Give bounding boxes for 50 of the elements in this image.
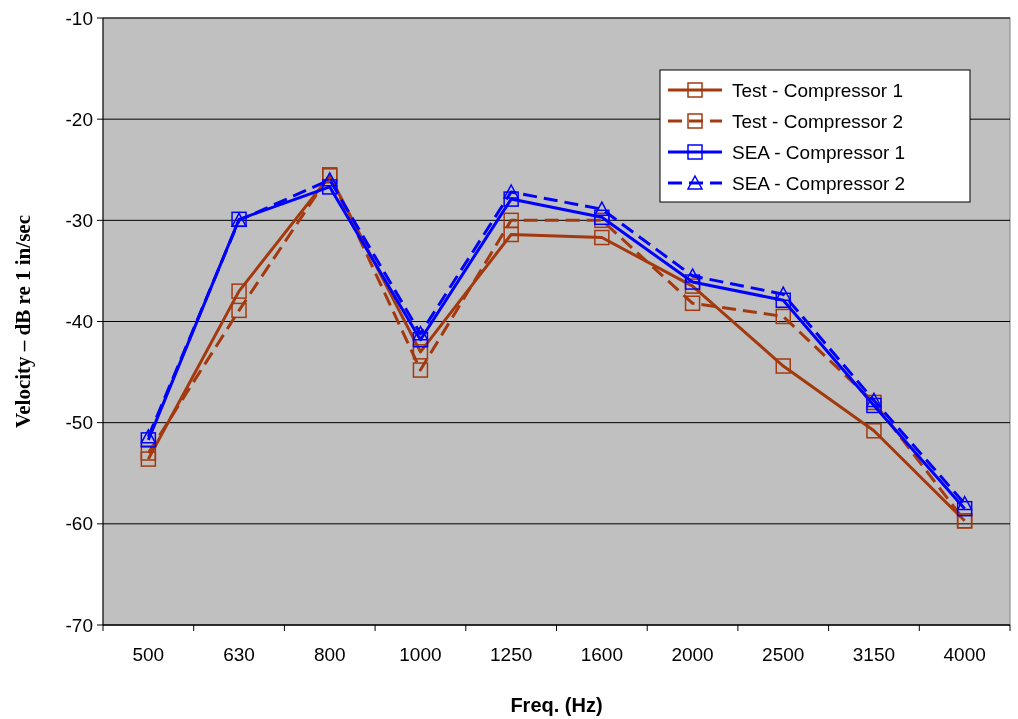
y-tick-label: -30 bbox=[65, 209, 93, 231]
point bbox=[503, 212, 519, 229]
legend-label: SEA - Compressor 1 bbox=[732, 141, 906, 163]
x-tick-label: 2000 bbox=[671, 644, 714, 665]
point bbox=[140, 445, 157, 461]
x-tick-label: 1600 bbox=[580, 644, 623, 665]
point bbox=[684, 268, 701, 283]
y-tick-label: -70 bbox=[65, 614, 93, 636]
point bbox=[503, 226, 519, 243]
legend-label: Test - Compressor 1 bbox=[732, 79, 904, 101]
x-tick-label: 1250 bbox=[490, 644, 533, 665]
point bbox=[866, 423, 882, 439]
point bbox=[412, 344, 429, 360]
y-tick-label: -60 bbox=[65, 513, 93, 535]
point bbox=[140, 451, 157, 467]
point bbox=[412, 362, 429, 378]
x-axis-title: Freq. (Hz) bbox=[510, 694, 603, 716]
point bbox=[322, 179, 338, 195]
point bbox=[956, 500, 973, 517]
y-tick-label: -50 bbox=[65, 412, 93, 434]
point bbox=[140, 429, 157, 444]
point bbox=[412, 325, 429, 341]
point bbox=[684, 274, 701, 290]
point bbox=[231, 283, 247, 299]
y-tick-label: -20 bbox=[65, 108, 93, 130]
x-tick-label: 500 bbox=[132, 644, 165, 665]
legend-label: SEA - Compressor 2 bbox=[732, 172, 906, 194]
point bbox=[594, 229, 610, 246]
x-tick-label: 2500 bbox=[762, 644, 805, 665]
point bbox=[322, 172, 338, 187]
x-tick-label: 3150 bbox=[852, 644, 896, 665]
point bbox=[412, 331, 429, 348]
point bbox=[503, 184, 519, 199]
point bbox=[140, 432, 157, 448]
point bbox=[775, 308, 791, 325]
x-tick-label: 630 bbox=[223, 644, 255, 665]
point bbox=[775, 358, 791, 374]
point bbox=[684, 295, 701, 312]
point bbox=[775, 286, 791, 301]
x-tick-label: 800 bbox=[313, 644, 346, 665]
x-tick-label: 4000 bbox=[943, 644, 986, 665]
point bbox=[594, 201, 610, 216]
x-tick-label: 1000 bbox=[399, 644, 442, 665]
point bbox=[503, 191, 519, 207]
point bbox=[956, 495, 973, 511]
point bbox=[231, 302, 247, 319]
y-tick-label: -40 bbox=[65, 311, 93, 333]
legend-label: Test - Compressor 2 bbox=[732, 110, 904, 132]
y-axis-title: Velocity – dB re 1 in/sec bbox=[11, 215, 35, 428]
y-tick-label: -10 bbox=[65, 7, 93, 29]
